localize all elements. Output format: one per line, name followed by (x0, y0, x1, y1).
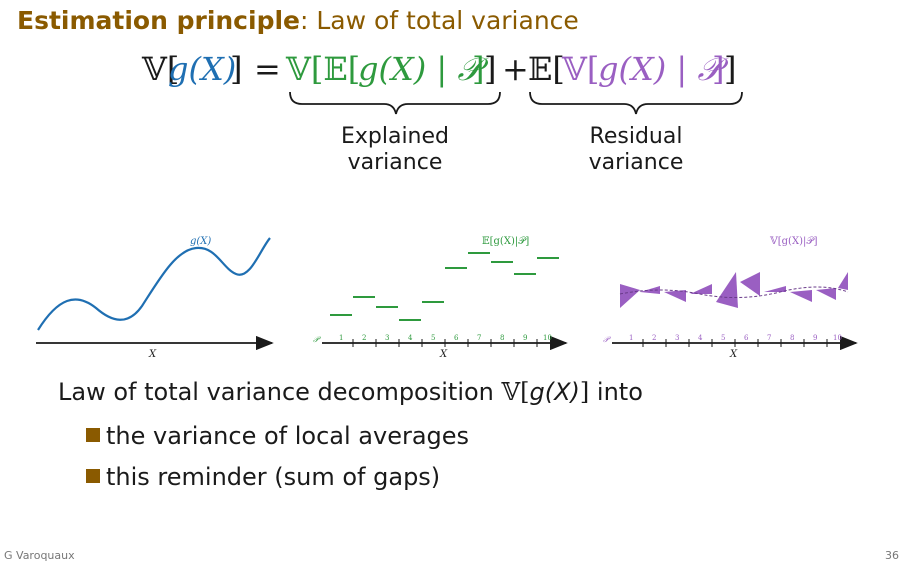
slide-title: Estimation principle: Law of total varia… (17, 6, 579, 35)
fig2-label: 𝔼[g(X)|𝒫] (482, 236, 529, 247)
formula-lhs-g: g(X) (168, 50, 236, 88)
fig3-p-label: 𝒫 (603, 335, 611, 344)
formula-term1-close: ] (484, 50, 496, 88)
formula-term2-open-v: 𝕍[ (561, 50, 599, 88)
tick-label: 10 (543, 334, 552, 342)
ticks-fig3: 1 2 3 4 5 6 7 8 9 10 (629, 334, 842, 342)
residual-line2: variance (588, 150, 684, 175)
formula-term2-close-inner: ] (712, 50, 724, 88)
formula-term2-inner: g(X) | 𝒫 (598, 50, 729, 88)
tick-label: 10 (833, 334, 842, 342)
brace-label-residual: Residual variance (565, 124, 707, 176)
bullet-square-icon (86, 469, 100, 483)
figures: g(X) X 1 2 3 4 5 6 7 8 9 10 (36, 236, 858, 360)
bullet-item: the variance of local averages (86, 422, 469, 450)
footer-page-number: 36 (885, 549, 899, 562)
gap-area (664, 290, 686, 302)
mean-curve-dashed (619, 286, 849, 299)
tick-label: 3 (675, 334, 679, 342)
tick-label: 9 (813, 334, 817, 342)
gap-area (716, 272, 738, 308)
bullet-square-icon (86, 428, 100, 442)
gap-areas (620, 272, 848, 308)
residual-line1: Residual (589, 124, 683, 149)
formula-term2-close: ] (724, 50, 736, 88)
tick-label: 5 (431, 334, 435, 342)
footer-author: G Varoquaux (4, 549, 75, 562)
formula-lhs-open: 𝕍[ (141, 50, 179, 88)
bullet-item: this reminder (sum of gaps) (86, 463, 440, 491)
gap-area (816, 288, 836, 300)
explained-line2: variance (347, 150, 443, 175)
gap-area (764, 286, 786, 292)
gap-area (690, 284, 712, 294)
brace-explained (289, 91, 501, 115)
tick-label: 7 (477, 334, 481, 342)
intro-line: Law of total variance decomposition 𝕍[g(… (58, 378, 643, 406)
tick-marks-fig2 (352, 339, 538, 347)
gap-area (790, 290, 812, 302)
title-bold: Estimation principle (17, 6, 300, 35)
intro-close: ] (579, 378, 590, 406)
tick-marks-fig3 (642, 339, 828, 347)
intro-v: 𝕍[ (501, 378, 530, 406)
tick-label: 4 (698, 334, 703, 342)
tick-label: 3 (385, 334, 389, 342)
tick-label: 9 (523, 334, 527, 342)
fig1-label: g(X) (190, 236, 211, 247)
formula-plus: + (502, 50, 529, 88)
intro-g: g(X) (529, 378, 580, 406)
bullet-text: the variance of local averages (106, 422, 470, 450)
tick-label: 6 (744, 334, 749, 342)
formula-term1-open: 𝕍[𝔼[ (285, 50, 360, 88)
gap-area (740, 272, 760, 296)
tick-label: 8 (790, 334, 794, 342)
fig2-p-label: 𝒫 (313, 335, 321, 344)
formula-term1-close-inner: ] (472, 50, 484, 88)
gap-area (838, 272, 848, 290)
ticks-fig2: 1 2 3 4 5 6 7 8 9 10 (339, 334, 552, 342)
formula-term1-inner: g(X) | 𝒫 (358, 50, 489, 88)
formula: 𝕍[ g(X) ] = 𝕍[𝔼[ g(X) | 𝒫 ] ] + 𝔼[ 𝕍[ g(… (141, 50, 743, 115)
figure-conditional-variance: 1 2 3 4 5 6 7 8 9 10 𝒫 𝕍[g(X)|𝒫] X (603, 236, 858, 360)
figure-conditional-mean: 1 2 3 4 5 6 7 8 9 10 𝒫 𝔼[g(X)|𝒫] X (313, 236, 568, 360)
tick-label: 6 (454, 334, 459, 342)
segments-mean (330, 252, 559, 321)
fig2-x-label: X (439, 349, 448, 360)
bullet-text: this reminder (sum of gaps) (106, 463, 441, 491)
fig1-x-label: X (148, 349, 157, 360)
tick-label: 5 (721, 334, 725, 342)
brace-label-explained: Explained variance (322, 124, 468, 176)
tick-label: 1 (629, 334, 633, 342)
formula-lhs-close: ] (230, 50, 242, 88)
title-rest: : Law of total variance (300, 6, 579, 35)
formula-term2-open-e: 𝔼[ (528, 50, 565, 88)
tick-label: 2 (362, 334, 366, 342)
fig3-x-label: X (729, 349, 738, 360)
tick-label: 7 (767, 334, 771, 342)
intro-suffix: into (589, 378, 643, 406)
formula-equals: = (254, 50, 281, 88)
gap-area (620, 284, 640, 308)
fig3-label: 𝕍[g(X)|𝒫] (769, 236, 818, 247)
tick-label: 4 (408, 334, 413, 342)
figure-g-of-x: g(X) X (36, 236, 274, 360)
tick-label: 2 (652, 334, 656, 342)
intro-prefix: Law of total variance decomposition (58, 378, 502, 406)
g-curve (37, 237, 271, 331)
brace-residual (529, 91, 743, 115)
tick-label: 8 (500, 334, 504, 342)
explained-line1: Explained (340, 124, 450, 149)
tick-label: 1 (339, 334, 343, 342)
